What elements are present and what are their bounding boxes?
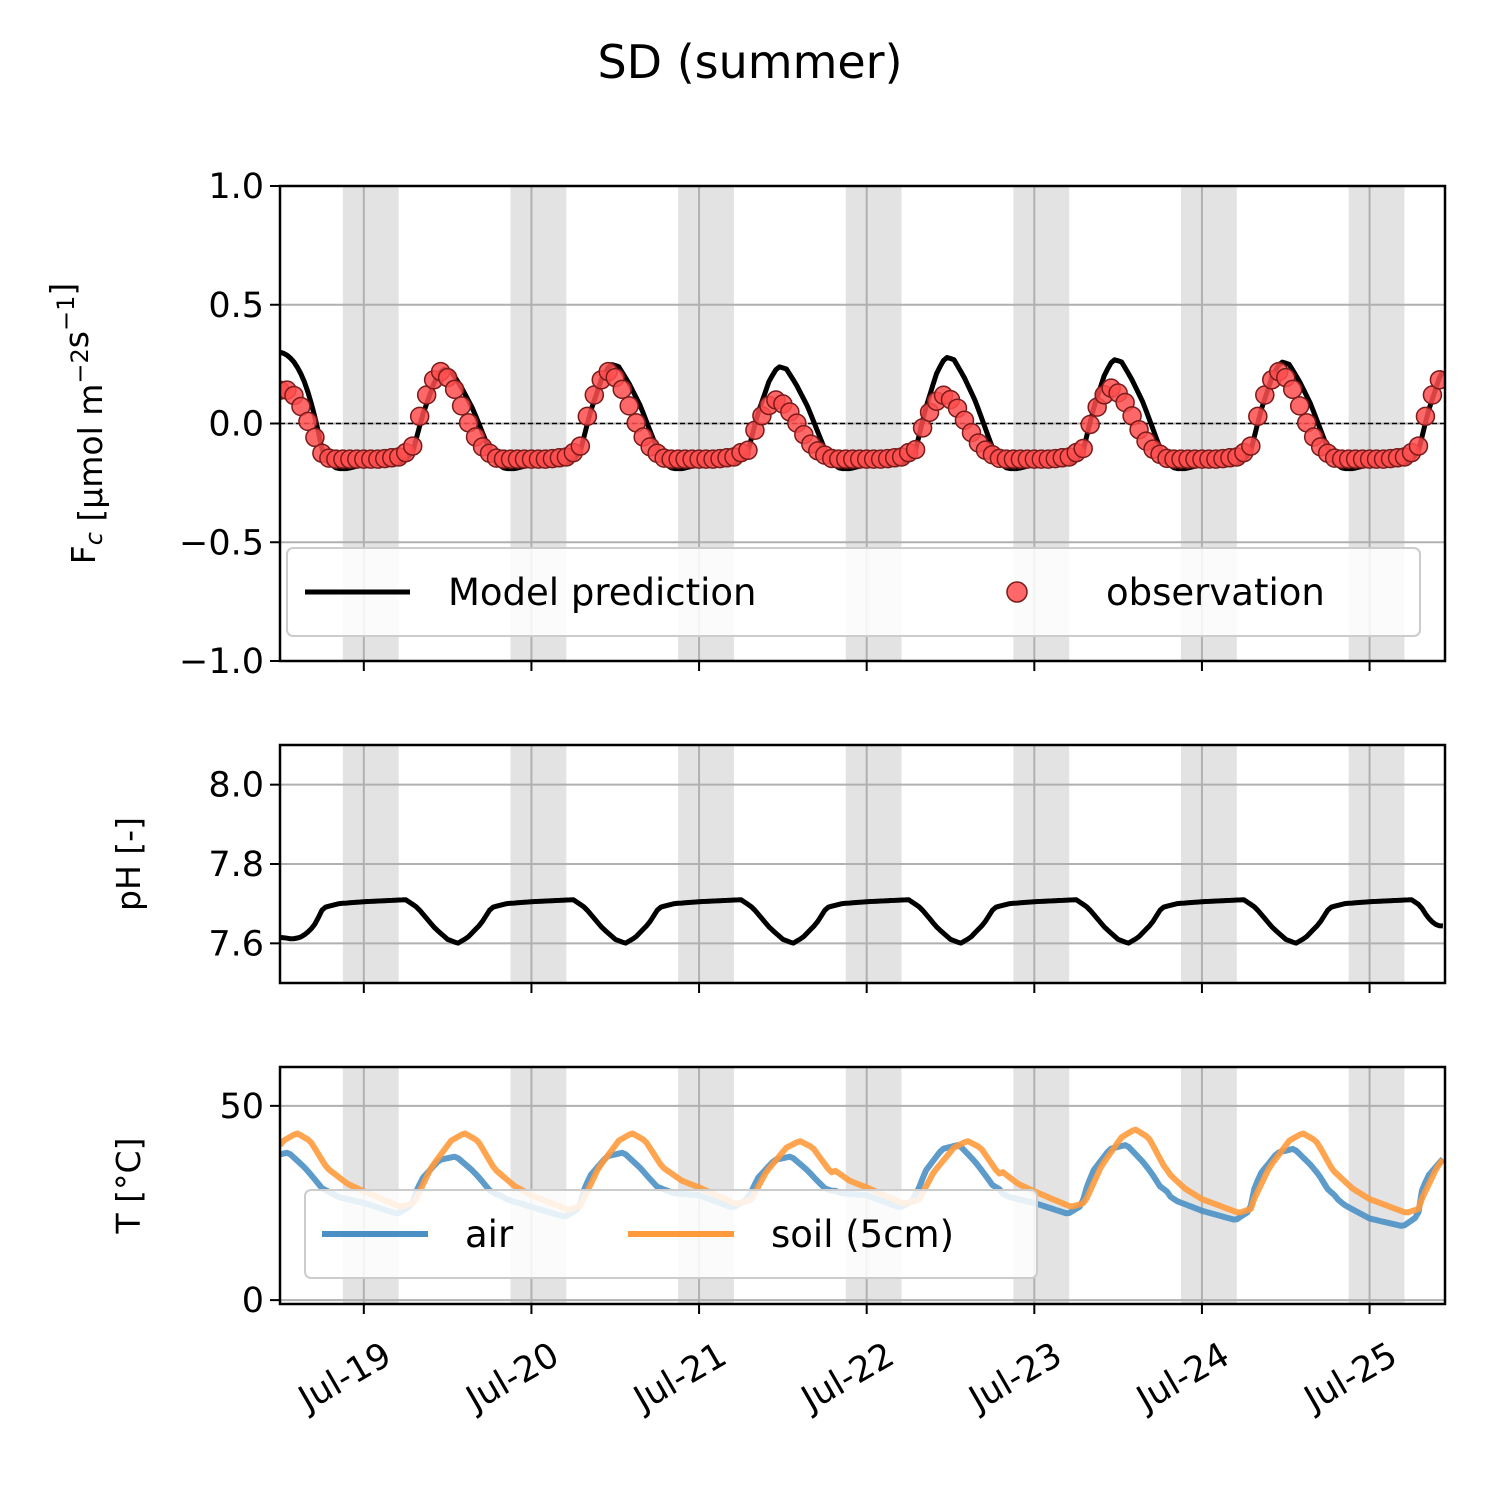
observation-point (444, 379, 465, 400)
observation-point (1241, 436, 1261, 456)
axes-frame (278, 1065, 1447, 1306)
legend-model-label: Model prediction (448, 571, 756, 614)
observation-point (451, 396, 472, 416)
ph-line (280, 897, 1443, 946)
y-tick-label: 7.6 (208, 924, 264, 964)
flux-panel: −1.0 −0.5 0.0 0.5 1.0 Fc [μmol m−2s−1] Model p… (43, 167, 1447, 682)
observation-point (612, 379, 632, 400)
observation-point (619, 396, 639, 416)
x-tick-label: Jul-20 (458, 1335, 566, 1420)
night-band (1180, 1067, 1237, 1304)
y-tick-label: −1.0 (179, 642, 264, 682)
y-axis-label-part: s (57, 331, 96, 348)
temperature-panel: 0 50 Jul-19 Jul-20 Jul-21 Jul-22 Jul-23 Jul-24 J… (109, 1065, 1447, 1420)
y-tick-label: 0.5 (208, 286, 264, 326)
x-tick-label: Jul-24 (1129, 1335, 1237, 1420)
y-axis-label: Fc [μmol m−2s−1] (43, 283, 110, 565)
y-tick-label: 1.0 (208, 167, 264, 207)
y-tick-label: 0 (242, 1281, 264, 1321)
legend-soil-label: soil (5cm) (771, 1213, 954, 1256)
ph-panel: 7.6 7.8 8.0 pH [-] (109, 743, 1447, 993)
y-axis-label-part: c (80, 532, 108, 545)
y-axis-label-part: mol m (71, 384, 110, 488)
y-axis-label-part: F (64, 545, 103, 564)
y-axis-label-part: −2 (66, 348, 94, 383)
x-tick-label: Jul-21 (626, 1335, 734, 1420)
y-axis-label-part: ] (43, 283, 82, 296)
y-axis-label-part: μ (71, 488, 110, 509)
y-tick-label: 8.0 (208, 766, 264, 806)
plot-area (280, 897, 1443, 946)
y-tick-label: 0.0 (208, 405, 264, 445)
y-tick-label: 7.8 (208, 845, 264, 885)
observation-point (409, 406, 430, 427)
observation-point (905, 439, 926, 460)
legend-air-label: air (465, 1213, 514, 1256)
legend-observation-swatch (1006, 581, 1028, 603)
figure-title: SD (summer) (597, 35, 902, 89)
soil-temperature-line (280, 1126, 1445, 1216)
observation-point (570, 436, 591, 456)
observation-point (1289, 396, 1310, 416)
observation-point (1282, 379, 1303, 400)
legend-box (286, 547, 1421, 637)
x-tick-label: Jul-19 (290, 1335, 398, 1420)
observation-point (1408, 436, 1429, 456)
observation-point (402, 436, 423, 456)
observation-point (577, 406, 598, 427)
x-tick-label: Jul-23 (961, 1335, 1069, 1420)
y-axis-label: T [°C] (109, 1138, 148, 1235)
y-tick-label: 50 (219, 1087, 264, 1127)
y-axis-label: pH [-] (109, 817, 148, 911)
observation-point (1429, 370, 1445, 390)
observation-point (1080, 414, 1100, 435)
legend-observation-label: observation (1106, 571, 1325, 614)
y-axis-label-part: [ (71, 509, 110, 532)
x-tick-label: Jul-22 (793, 1335, 901, 1420)
observation-point (738, 440, 758, 461)
y-axis-label-part: −1 (52, 296, 80, 331)
plot-area (280, 349, 1445, 472)
night-band (1348, 1067, 1405, 1304)
observation-point (1415, 406, 1436, 427)
observation-point (1248, 406, 1268, 427)
observation-point (1073, 438, 1093, 459)
y-tick-label: −0.5 (179, 523, 264, 563)
x-tick-label: Jul-25 (1296, 1335, 1404, 1420)
observation-point (298, 411, 318, 432)
